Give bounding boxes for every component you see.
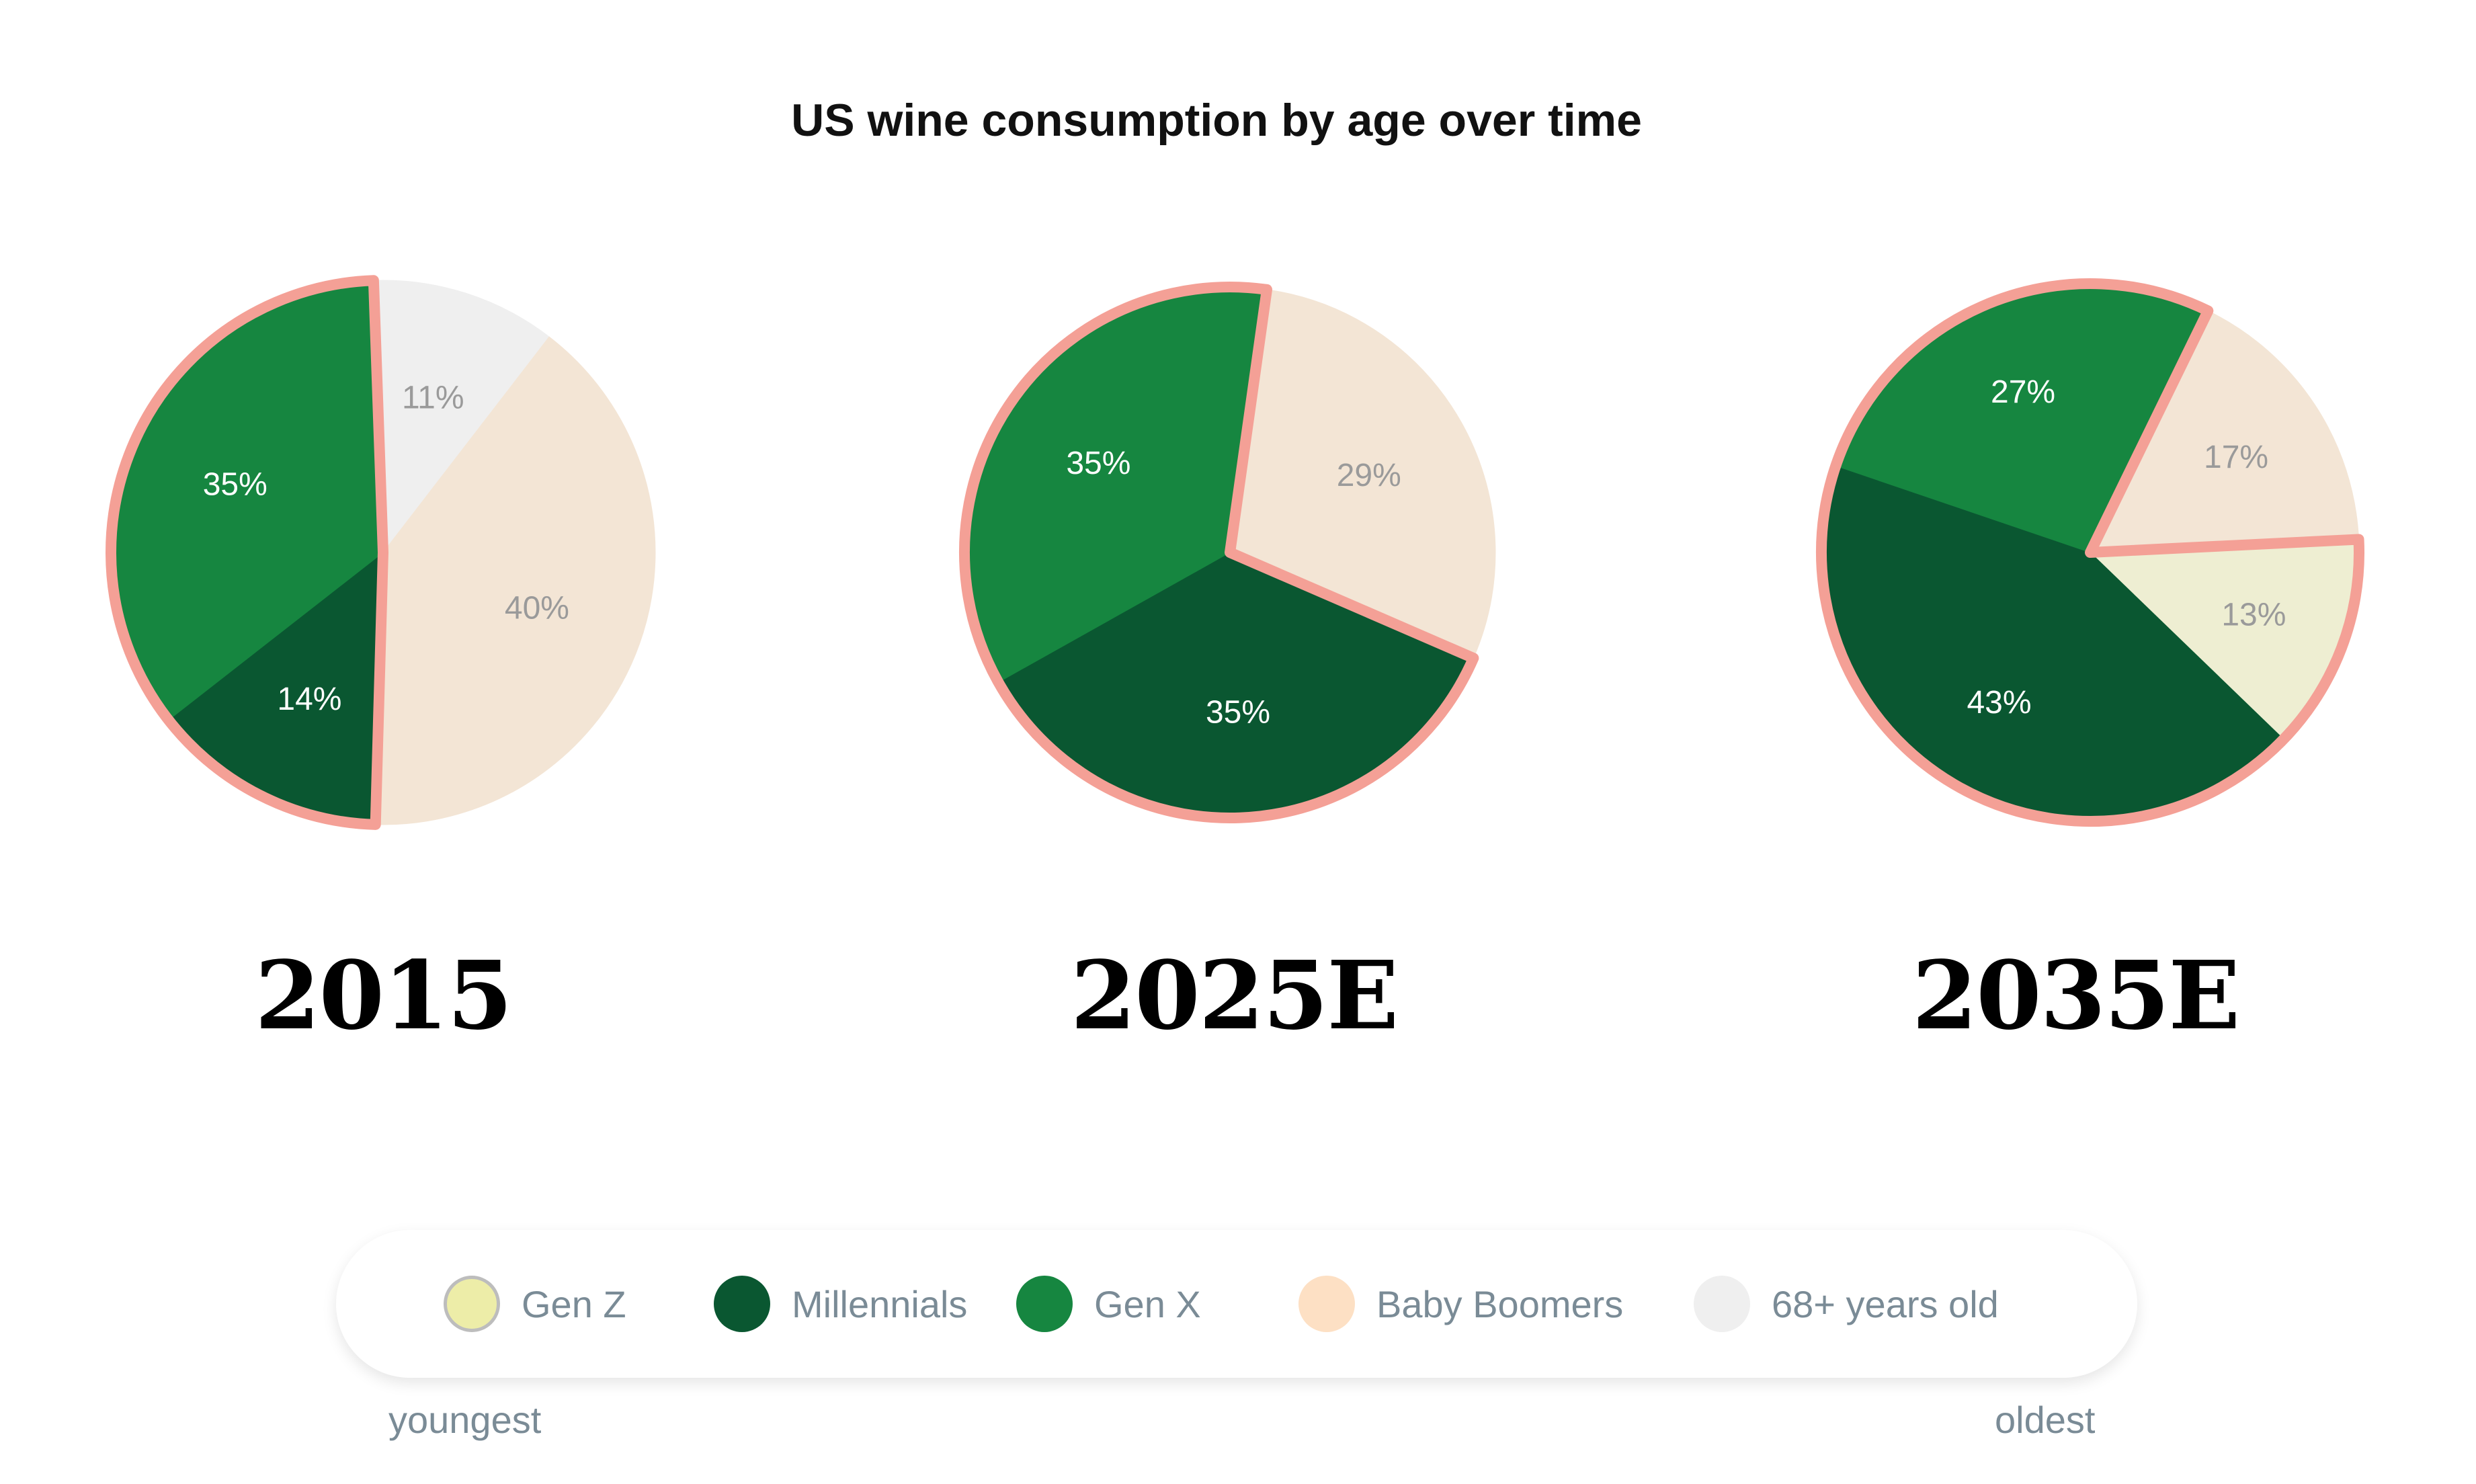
legend-label: Millennials xyxy=(792,1282,968,1325)
youngest-label: youngest xyxy=(388,1399,542,1441)
slice-label-gen-x: 35% xyxy=(1066,446,1130,481)
year-label-2025: 2025E xyxy=(1070,941,1399,1051)
slice-68-years-old xyxy=(373,280,550,554)
year-label-2035: 2035E xyxy=(1911,941,2240,1051)
chart-title: US wine consumption by age over time xyxy=(791,95,1642,146)
slice-label-millennials: 43% xyxy=(1967,685,2031,720)
legend-label: Baby Boomers xyxy=(1376,1282,1624,1325)
highlight-outline xyxy=(959,282,1479,823)
slice-label-baby-boomers: 40% xyxy=(505,591,569,626)
gen-x-swatch-icon xyxy=(1016,1276,1073,1332)
legend-item-millennials: Millennials xyxy=(714,1230,967,1378)
slice-label-millennials: 14% xyxy=(277,682,341,717)
legend-label: Gen X xyxy=(1094,1282,1201,1325)
legend: Gen Z Millennials Gen X Baby Boomers 68+… xyxy=(336,1230,2137,1378)
slice-label-gen-x: 35% xyxy=(203,466,267,502)
pie-2035e: 17% 13% 43% 27% xyxy=(1816,278,2364,827)
pie-charts: 11% 40% 14% 35% 29% 35% 35% 17% 13% 43% 27% xyxy=(106,275,2364,830)
legend-item-baby-boomers: Baby Boomers xyxy=(1298,1230,1623,1378)
slice-baby-boomers xyxy=(1229,289,1496,659)
legend-item-gen-z: Gen Z xyxy=(444,1230,626,1378)
baby-boomers-swatch-icon xyxy=(1298,1276,1355,1332)
highlight-outline xyxy=(1816,278,2364,827)
slice-label-millennials: 35% xyxy=(1206,695,1270,731)
legend-item-gen-x: Gen X xyxy=(1016,1230,1201,1378)
slice-label-68-years-old: 11% xyxy=(402,380,464,416)
68-plus-swatch-icon xyxy=(1694,1276,1750,1332)
slice-label-baby-boomers: 17% xyxy=(2204,440,2268,475)
slice-baby-boomers xyxy=(2090,310,2360,553)
pie-2015: 11% 40% 14% 35% xyxy=(106,275,656,830)
legend-item-68-plus: 68+ years old xyxy=(1694,1230,1999,1378)
legend-label: 68+ years old xyxy=(1772,1282,1999,1325)
slice-label-gen-z: 13% xyxy=(2221,597,2286,632)
legend-label: Gen Z xyxy=(522,1282,626,1325)
pie-2025e: 29% 35% 35% xyxy=(959,282,1496,823)
slice-label-baby-boomers: 29% xyxy=(1337,458,1401,493)
gen-z-swatch-icon xyxy=(444,1276,500,1332)
year-label-2015: 2015 xyxy=(255,941,513,1051)
highlight-outline xyxy=(106,275,388,830)
oldest-label: oldest xyxy=(1995,1399,2096,1441)
millennials-swatch-icon xyxy=(714,1276,770,1332)
slice-baby-boomers xyxy=(375,336,656,825)
slice-label-gen-x: 27% xyxy=(1991,374,2055,410)
